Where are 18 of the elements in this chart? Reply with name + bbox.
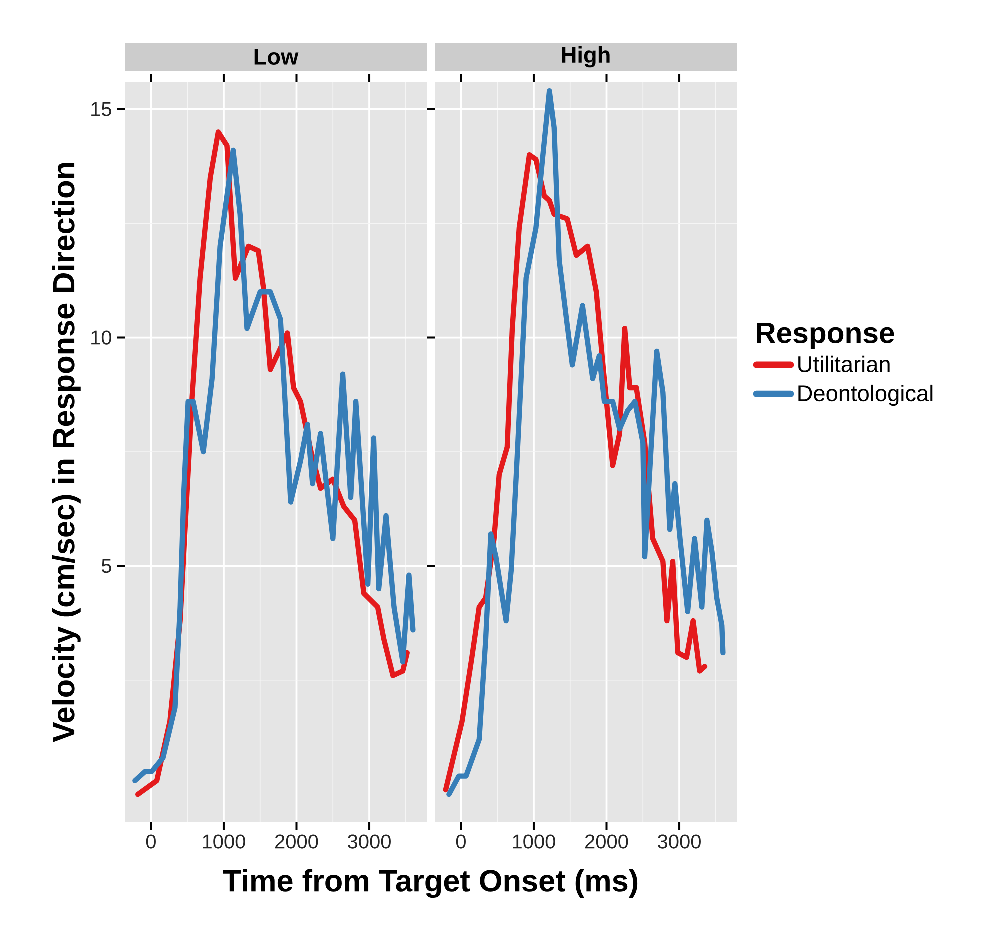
legend-label: Deontological <box>798 384 933 406</box>
y-tick-label: 10 <box>92 330 112 345</box>
chart-title: Low <box>254 49 299 65</box>
x-tick-label: 2000 <box>276 834 318 849</box>
y-tick-label: 5 <box>102 559 112 574</box>
legend-label: Utilitarian <box>798 356 890 373</box>
y-axis-title: Velocity (cm/sec) in Response Direction <box>52 163 81 742</box>
y-tick-label: 15 <box>92 102 112 116</box>
x-tick-label: 2000 <box>586 834 628 849</box>
chart-title: High <box>562 46 610 68</box>
x-tick-label: 3000 <box>348 834 391 849</box>
x-tick-label: 3000 <box>658 834 701 849</box>
x-tick-label: 0 <box>456 834 466 849</box>
legend-title: Response <box>757 323 894 350</box>
x-tick-label: 0 <box>146 834 156 849</box>
x-axis-title: Time from Target Onset (ms) <box>223 869 638 898</box>
x-tick-label: 1000 <box>513 834 556 849</box>
x-tick-label: 1000 <box>203 834 246 849</box>
